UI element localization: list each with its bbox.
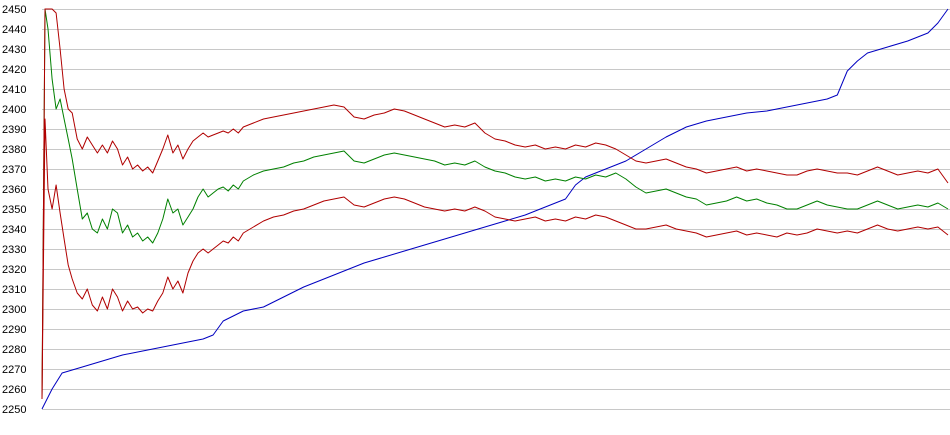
y-tick-label-2280: 2280 [2, 344, 26, 356]
y-tick-labels: 2250 2260 2270 2280 2290 2300 2310 2320 2330 2340… [2, 4, 26, 416]
y-tick-label-2450: 2450 [2, 4, 26, 16]
y-tick-label-2360: 2360 [2, 184, 26, 196]
y-tick-label-2310: 2310 [2, 284, 26, 296]
series-line-2 [41, 8, 949, 400]
y-tick-label-2340: 2340 [2, 224, 26, 236]
y-tick-label-2420: 2420 [2, 64, 26, 76]
y-tick-label-2330: 2330 [2, 244, 26, 256]
y-tick-label-2410: 2410 [2, 84, 26, 96]
y-tick-label-2440: 2440 [2, 24, 26, 36]
y-tick-label-2320: 2320 [2, 264, 26, 276]
y-tick-label-2260: 2260 [2, 384, 26, 396]
y-tick-label-2390: 2390 [2, 124, 26, 136]
y-tick-label-2350: 2350 [2, 204, 26, 216]
y-tick-label-2290: 2290 [2, 324, 26, 336]
series-layer [41, 8, 949, 410]
y-tick-label-2300: 2300 [2, 304, 26, 316]
y-tick-label-2380: 2380 [2, 144, 26, 156]
y-tick-label-2250: 2250 [2, 404, 26, 416]
grid-layer [42, 9, 950, 410]
y-tick-label-2400: 2400 [2, 104, 26, 116]
y-tick-label-2370: 2370 [2, 164, 26, 176]
series-line-4 [41, 118, 949, 400]
y-tick-label-2270: 2270 [2, 364, 26, 376]
y-tick-label-2430: 2430 [2, 44, 26, 56]
series-line-3 [41, 8, 949, 400]
series-line-1 [41, 8, 949, 410]
